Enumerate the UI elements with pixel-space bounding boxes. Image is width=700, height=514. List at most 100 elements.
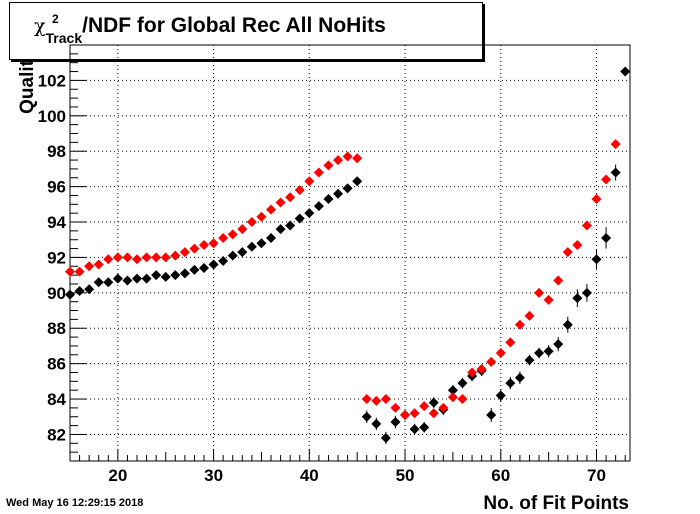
y-tick-label: 94 — [47, 213, 66, 232]
data-point — [380, 432, 391, 443]
data-point — [371, 395, 382, 406]
data-point — [591, 194, 602, 205]
data-point — [65, 266, 75, 277]
grid-lines — [70, 45, 630, 461]
chart-title-box: χTrack/NDF for Global Rec All NoHits 2 — [9, 2, 483, 60]
y-tick-label: 98 — [47, 142, 66, 161]
data-point — [428, 408, 439, 419]
data-point — [275, 224, 286, 235]
data-point — [581, 220, 592, 231]
data-point — [342, 183, 353, 194]
y-tick-label: 96 — [47, 178, 66, 197]
data-point — [266, 204, 277, 215]
x-axis-label: No. of Fit Points — [483, 493, 629, 514]
data-point — [486, 409, 497, 420]
x-tick-label: 20 — [108, 466, 127, 485]
data-point — [227, 229, 238, 240]
y-tick-label: 84 — [47, 390, 66, 409]
data-point — [266, 232, 277, 243]
data-point — [199, 240, 210, 251]
data-point — [333, 155, 344, 166]
data-point — [237, 224, 248, 235]
data-point — [132, 254, 143, 265]
data-point — [323, 194, 334, 205]
axis-ticks: 20 30 40 50 60 70 82 84 86 88 90 92 94 96 98 100 102 — [38, 53, 626, 485]
data-point — [304, 176, 315, 187]
data-point — [543, 346, 554, 357]
data-point — [601, 174, 612, 185]
data-point — [160, 271, 171, 282]
data-point — [524, 310, 535, 321]
data-point — [457, 378, 468, 389]
y-axis-label: Qualit — [17, 59, 38, 114]
data-point — [495, 348, 506, 359]
data-point — [74, 266, 85, 277]
data-point — [256, 238, 267, 249]
chi-symbol: χ — [34, 15, 46, 37]
data-point — [438, 402, 449, 413]
data-point — [141, 273, 152, 284]
data-point — [400, 409, 411, 420]
data-point — [256, 211, 267, 222]
data-point — [342, 151, 353, 162]
data-point — [352, 176, 363, 187]
x-tick-label: 30 — [204, 466, 223, 485]
data-point — [275, 197, 286, 208]
data-point — [390, 417, 401, 428]
y-tick-label: 92 — [47, 248, 66, 267]
data-point — [170, 270, 181, 281]
data-points — [65, 66, 631, 445]
data-point — [534, 348, 545, 359]
data-point — [610, 167, 621, 178]
data-point — [505, 378, 516, 389]
data-point — [170, 250, 181, 261]
data-point — [581, 287, 592, 298]
x-tick-label: 40 — [300, 466, 319, 485]
data-point — [122, 252, 133, 263]
timestamp: Wed May 16 12:29:15 2018 — [6, 497, 144, 509]
data-point — [179, 247, 190, 258]
data-point — [84, 284, 95, 295]
data-point — [333, 188, 344, 199]
data-point — [514, 319, 525, 330]
data-point — [93, 259, 104, 270]
y-tick-label: 90 — [47, 284, 66, 303]
data-point — [179, 268, 190, 279]
title-superscript: 2 — [52, 12, 59, 26]
data-point — [218, 232, 229, 243]
data-point — [553, 339, 564, 350]
title-main-text: /NDF for Global Rec All NoHits — [82, 14, 386, 37]
data-point — [572, 293, 583, 304]
data-point — [419, 422, 430, 433]
data-point — [208, 259, 219, 270]
data-point — [103, 277, 114, 288]
data-point — [620, 66, 631, 77]
y-tick-label: 88 — [47, 319, 66, 338]
data-point — [390, 402, 401, 413]
data-point — [543, 294, 554, 305]
data-point — [151, 270, 162, 281]
data-point — [457, 394, 468, 405]
data-point — [313, 201, 324, 212]
plot-frame — [69, 44, 631, 462]
data-point — [74, 286, 85, 297]
data-point — [591, 254, 602, 265]
data-point — [486, 356, 497, 367]
data-point — [409, 424, 420, 435]
data-point — [562, 247, 573, 258]
data-point — [361, 411, 372, 422]
title-subscript: Track — [45, 30, 83, 46]
data-point — [380, 394, 391, 405]
data-point — [447, 385, 458, 396]
data-point — [285, 220, 296, 231]
data-point — [141, 252, 152, 263]
data-point — [495, 390, 506, 401]
data-point — [294, 185, 305, 196]
data-point — [371, 418, 382, 429]
data-point — [122, 275, 133, 286]
data-point — [409, 408, 420, 419]
data-point — [132, 273, 143, 284]
data-point — [428, 397, 439, 408]
data-point — [534, 287, 545, 298]
